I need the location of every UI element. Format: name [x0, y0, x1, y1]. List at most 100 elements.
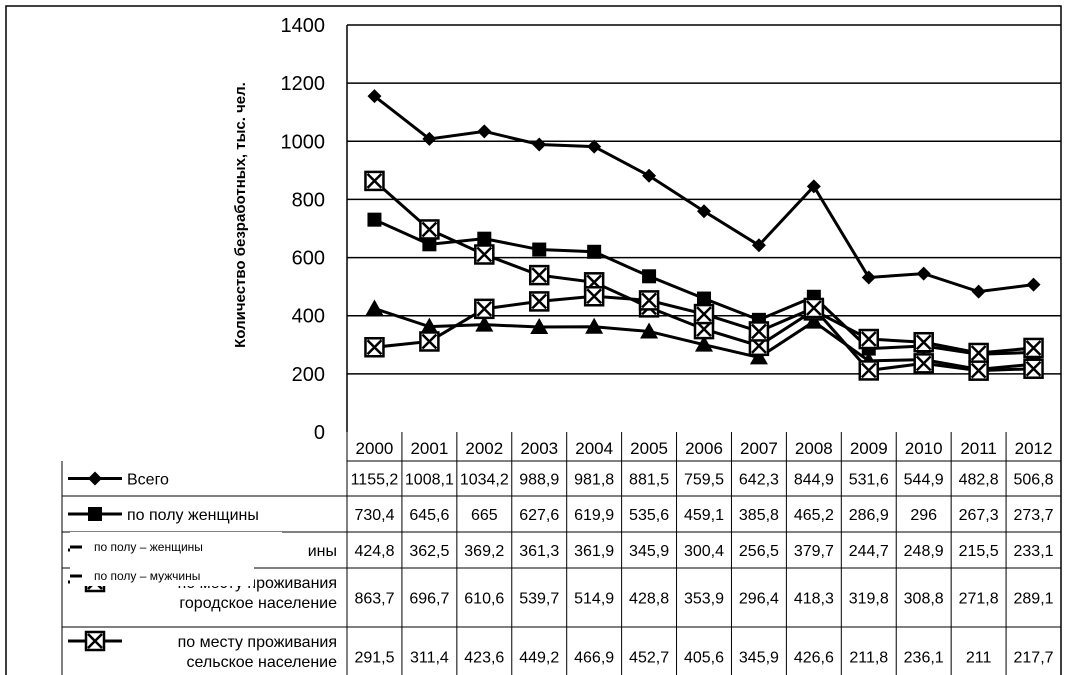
table-cell: 988,9 [519, 472, 559, 489]
data-point-x [476, 300, 493, 317]
data-point-x [531, 293, 548, 310]
table-cell: 642,3 [739, 472, 779, 489]
data-point [532, 242, 547, 257]
table-cell: 544,9 [904, 472, 944, 489]
data-point-x [751, 323, 767, 340]
data-point-x [586, 288, 603, 305]
overlay-box [70, 532, 282, 560]
table-cell: 844,9 [794, 472, 834, 489]
table-cell: 319,8 [849, 591, 889, 608]
x-tick-label: 2011 [960, 439, 997, 458]
data-point-x [1025, 340, 1042, 356]
table-cell: 539,7 [519, 591, 559, 608]
data-point [971, 284, 986, 299]
legend-key [68, 630, 122, 652]
table-cell: 369,2 [464, 543, 504, 560]
data-point-x [915, 334, 932, 351]
data-point [587, 139, 602, 154]
table-cell: 300,4 [684, 543, 724, 560]
data-point-x [641, 292, 657, 309]
table-cell: 308,8 [904, 591, 944, 608]
y-tick-label: 0 [314, 422, 325, 444]
table-cell: 610,6 [464, 591, 504, 608]
table-cell: 665 [471, 507, 498, 524]
data-point [422, 237, 437, 252]
data-point-x [805, 300, 822, 316]
table-cell: 627,6 [519, 507, 559, 524]
table-cell: 424,8 [354, 543, 394, 560]
table-cell: 289,1 [1014, 591, 1054, 608]
table-cell: 1034,2 [460, 472, 509, 489]
table-cell: 211,8 [849, 650, 888, 667]
data-point [697, 204, 711, 219]
table-cell: 362,5 [409, 543, 449, 560]
table-cell: 353,9 [684, 591, 724, 608]
table-cell: 418,3 [794, 591, 834, 608]
data-point [806, 179, 821, 194]
table-cell: 385,8 [739, 507, 779, 524]
table-cell: 217,7 [1014, 650, 1054, 667]
data-point-x [421, 333, 438, 350]
data-point [532, 137, 547, 152]
data-point-x [366, 339, 383, 356]
data-point [477, 231, 492, 246]
table-row-label: по месту проживания [178, 634, 337, 651]
table-cell: 236,1 [904, 650, 944, 667]
table-cell: 863,7 [354, 591, 394, 608]
table-cell: 459,1 [684, 507, 724, 524]
data-point [749, 348, 768, 365]
y-tick-label: 600 [292, 248, 325, 270]
table-cell: 211 [966, 650, 992, 667]
table-cell: 465,2 [794, 507, 834, 524]
table-cell: 361,3 [519, 543, 559, 560]
data-point [697, 291, 711, 306]
y-tick-label: 1400 [281, 15, 326, 37]
table-cell: 514,9 [574, 591, 614, 608]
table-cell: 405,6 [684, 650, 724, 667]
y-axis-ticks: 0 200 400 600 800 1000 1200 1400 [281, 15, 326, 444]
data-point [530, 317, 549, 334]
overlay-label: по полу – женщины [94, 540, 203, 554]
table-cell: 296 [910, 507, 937, 524]
data-point-x [970, 345, 987, 361]
overlay-label: по полу – мужчины [94, 569, 200, 583]
y-tick-label: 1200 [281, 73, 326, 95]
table-cell: 361,9 [574, 543, 614, 560]
data-point [751, 238, 766, 253]
data-point [477, 124, 492, 139]
data-point-x [915, 355, 932, 372]
data-point-x [970, 362, 987, 379]
table-cell: 482,8 [959, 472, 999, 489]
data-point [367, 89, 382, 104]
table-cell: 215,5 [959, 543, 999, 560]
data-point-x [366, 173, 383, 189]
data-point [640, 322, 659, 339]
table-cell: 286,9 [849, 507, 889, 524]
data-point [367, 212, 382, 227]
data-point-x [860, 331, 877, 347]
table-cell: 535,6 [629, 507, 669, 524]
table-cell: 466,9 [574, 650, 614, 667]
table-row-label: городское население [179, 595, 337, 612]
table-cell: 981,8 [574, 472, 614, 489]
data-point-x [860, 362, 877, 379]
table-cell: 233,1 [1014, 543, 1054, 560]
table-cell: 1155,2 [351, 472, 399, 489]
table-cell: 531,6 [849, 472, 889, 489]
table-cell: 449,2 [519, 650, 559, 667]
table-row-label: ины [308, 543, 337, 560]
y-tick-label: 200 [292, 364, 325, 386]
data-point-x [696, 306, 712, 322]
data-point [88, 507, 102, 521]
data-point [475, 315, 494, 332]
table-cell: 645,6 [409, 507, 449, 524]
x-tick-label: 2002 [465, 439, 503, 458]
data-point [695, 335, 713, 352]
data-point-x [476, 246, 493, 263]
table-cell: 506,8 [1014, 472, 1054, 489]
x-tick-label: 2001 [410, 439, 448, 458]
table-cell: 423,6 [464, 650, 504, 667]
x-tick-label: 2006 [685, 439, 723, 458]
table-row-label: сельское население [187, 654, 338, 671]
legend-overlays: по полу – женщины по полу – мужчины [70, 532, 282, 586]
